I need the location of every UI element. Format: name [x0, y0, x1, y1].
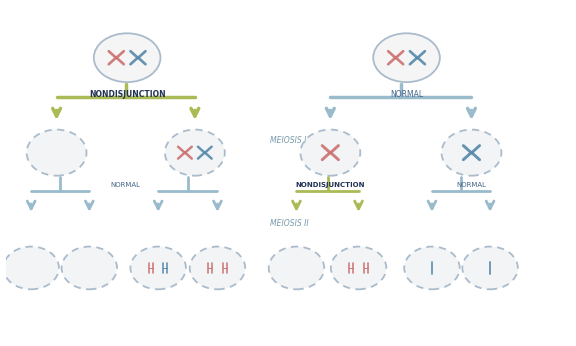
Ellipse shape — [442, 130, 501, 176]
Ellipse shape — [190, 247, 245, 289]
Ellipse shape — [373, 33, 440, 82]
Ellipse shape — [269, 247, 324, 289]
Text: NORMAL: NORMAL — [390, 90, 423, 99]
Ellipse shape — [130, 247, 186, 289]
Text: NONDISJUNCTION: NONDISJUNCTION — [295, 182, 365, 189]
Ellipse shape — [62, 247, 117, 289]
Text: MEIOSIS I: MEIOSIS I — [270, 136, 306, 145]
Text: MEIOSIS II: MEIOSIS II — [270, 219, 309, 228]
Ellipse shape — [463, 247, 518, 289]
Ellipse shape — [26, 130, 86, 176]
Text: NORMAL: NORMAL — [456, 182, 487, 189]
Ellipse shape — [331, 247, 386, 289]
Ellipse shape — [404, 247, 460, 289]
Ellipse shape — [3, 247, 59, 289]
Ellipse shape — [94, 33, 161, 82]
Ellipse shape — [301, 130, 360, 176]
Text: NONDISJUNCTION: NONDISJUNCTION — [89, 90, 165, 99]
Text: NORMAL: NORMAL — [111, 182, 141, 189]
Ellipse shape — [165, 130, 225, 176]
